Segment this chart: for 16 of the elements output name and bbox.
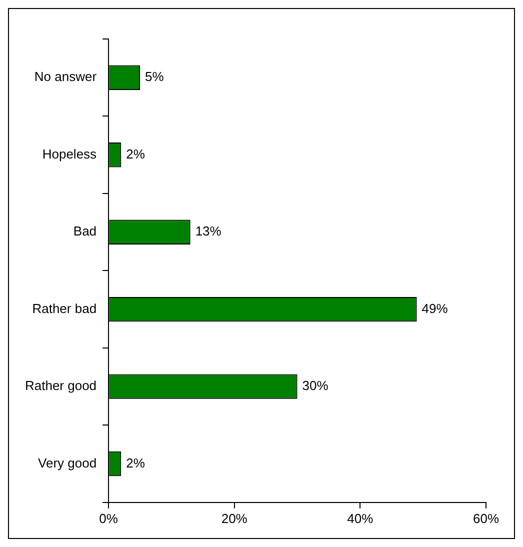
data-label: 5% [145,69,164,84]
y-tick-label: Hopeless [42,146,98,162]
y-tick-label: Rather good [24,378,97,394]
data-label: 13% [195,224,222,239]
y-tick-label: Rather bad [32,300,97,316]
x-tick-label: 60% [472,510,500,526]
x-tick-label: 40% [347,510,374,526]
x-tick-label: 0% [99,510,118,526]
y-tick-label: Very good [38,455,97,470]
x-tick-label: 20% [221,510,248,526]
data-label: 2% [126,146,146,162]
data-label: 2% [126,455,146,470]
y-tick-label: No answer [34,69,98,84]
data-label: 30% [302,378,329,394]
data-label: 49% [422,300,448,316]
y-tick-label: Bad [73,224,97,239]
